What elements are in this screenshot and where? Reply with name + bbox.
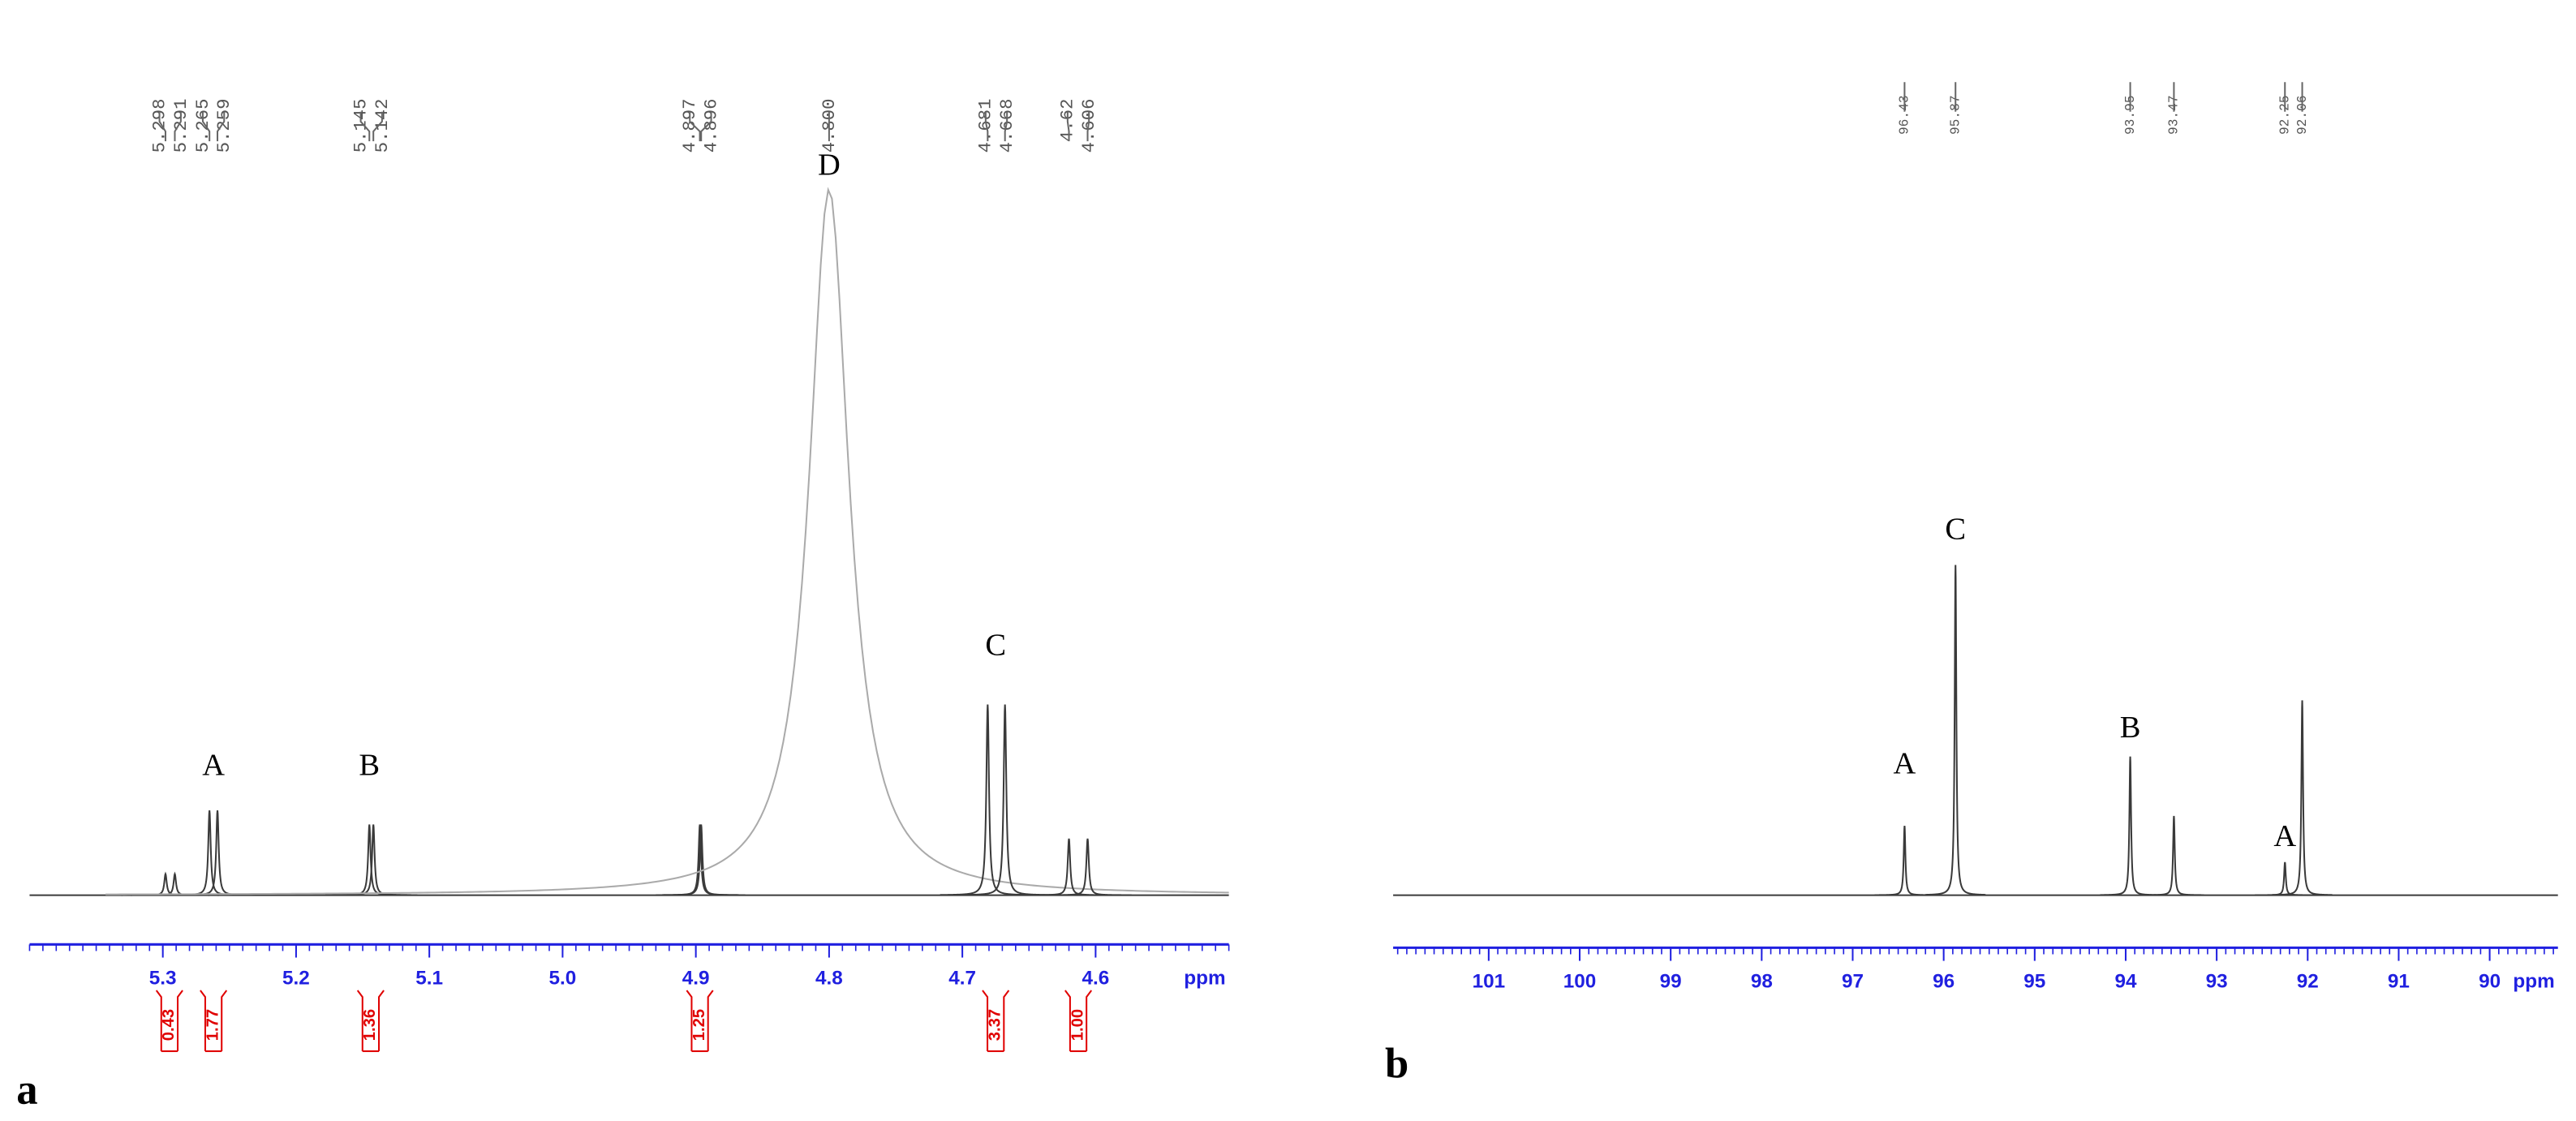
peak-connector xyxy=(700,111,712,142)
peak-label: 5.298 xyxy=(148,98,170,152)
peak xyxy=(165,810,254,896)
integral-bracket xyxy=(155,990,183,1051)
peak-label: 5.265 xyxy=(192,98,213,152)
x-tick-label: 5.2 xyxy=(282,967,310,989)
integral-bracket xyxy=(686,990,714,1051)
peak xyxy=(329,824,418,896)
peak xyxy=(1874,826,1935,896)
x-tick-label: 97 xyxy=(1842,970,1864,992)
x-tick-label: 4.6 xyxy=(1082,967,1109,989)
peak-connector xyxy=(984,111,989,142)
peak-connector xyxy=(158,111,166,142)
peak xyxy=(2272,700,2333,896)
peak-annotation: C xyxy=(1945,513,1966,547)
panel-label: b xyxy=(1385,1040,1408,1087)
x-tick-label: 90 xyxy=(2479,970,2501,992)
peak-label: 4.681 xyxy=(975,98,996,152)
x-tick-label: 94 xyxy=(2114,970,2137,992)
peak-label: 92.06 xyxy=(2295,95,2310,135)
integral-bracket xyxy=(356,990,385,1051)
peak xyxy=(1025,838,1113,896)
peak-label: 92.25 xyxy=(2278,95,2293,135)
peak xyxy=(2255,861,2316,896)
peak xyxy=(173,810,262,896)
peak-annotation: B xyxy=(359,749,380,783)
integral-bracket xyxy=(200,990,228,1051)
peak-connector xyxy=(217,111,226,142)
peak-label: 5.259 xyxy=(213,98,234,152)
x-tick-label: 100 xyxy=(1563,970,1597,992)
peak xyxy=(1043,838,1132,896)
integral-bracket xyxy=(982,990,1010,1051)
x-tick-label: 101 xyxy=(1473,970,1506,992)
peak-annotation: A xyxy=(2273,819,2296,853)
peak xyxy=(957,704,1053,896)
integral-label: 3.37 xyxy=(987,1009,1004,1041)
peak xyxy=(121,871,210,896)
peak-connector xyxy=(359,111,371,142)
x-tick-label: 4.7 xyxy=(948,967,976,989)
peak xyxy=(656,824,746,896)
x-tick-label: 4.8 xyxy=(815,967,843,989)
peak-label: 93.47 xyxy=(2167,95,2182,135)
peak-label: 5.291 xyxy=(170,98,191,152)
x-tick-label: 5.1 xyxy=(415,967,443,989)
integral-label: 1.77 xyxy=(204,1009,221,1041)
peak-label: 4.896 xyxy=(700,98,721,152)
peak-annotation: D xyxy=(818,148,841,183)
x-tick-label: 5.0 xyxy=(549,967,577,989)
integral-label: 1.36 xyxy=(361,1009,379,1041)
peak-label: 5.145 xyxy=(350,98,371,152)
peak-label: 5.142 xyxy=(372,98,393,152)
peak-label: 93.95 xyxy=(2123,95,2138,135)
integral-label: 1.00 xyxy=(1069,1009,1086,1041)
integral-bracket xyxy=(1064,990,1093,1051)
peak-label: 96.43 xyxy=(1898,95,1912,135)
x-axis-label: ppm xyxy=(2513,970,2554,992)
peak xyxy=(1925,565,1986,896)
peak-connector xyxy=(1086,111,1090,142)
peak-connector xyxy=(689,111,701,142)
peak-annotation: A xyxy=(1894,747,1916,781)
peak-connector xyxy=(201,111,211,142)
peak-connector xyxy=(1066,111,1070,142)
panel-label: a xyxy=(16,1067,37,1114)
x-tick-label: 4.9 xyxy=(682,967,710,989)
peak-label: 4.897 xyxy=(679,98,700,152)
peak-annotation: A xyxy=(202,749,225,783)
integral-label: 0.43 xyxy=(160,1009,178,1041)
peak-annotation: C xyxy=(985,629,1006,663)
peak-connector xyxy=(1004,111,1008,142)
peak-connector xyxy=(174,111,182,142)
peak xyxy=(2100,756,2161,896)
peak-annotation: B xyxy=(2120,711,2141,745)
x-tick-label: 93 xyxy=(2206,970,2228,992)
x-tick-label: 95 xyxy=(2023,970,2045,992)
x-tick-label: 96 xyxy=(1933,970,1955,992)
peak xyxy=(2144,815,2204,896)
x-tick-label: 99 xyxy=(1660,970,1682,992)
x-tick-label: 91 xyxy=(2388,970,2410,992)
x-axis-label: ppm xyxy=(1184,967,1225,989)
peak xyxy=(131,871,219,896)
x-tick-label: 92 xyxy=(2297,970,2319,992)
peak xyxy=(940,704,1035,896)
integral-label: 1.25 xyxy=(690,1009,708,1041)
x-tick-label: 98 xyxy=(1751,970,1773,992)
x-tick-label: 5.3 xyxy=(149,967,177,989)
peak-connector xyxy=(372,111,383,142)
peak xyxy=(105,187,1229,896)
peak-label: 95.87 xyxy=(1949,95,1963,135)
